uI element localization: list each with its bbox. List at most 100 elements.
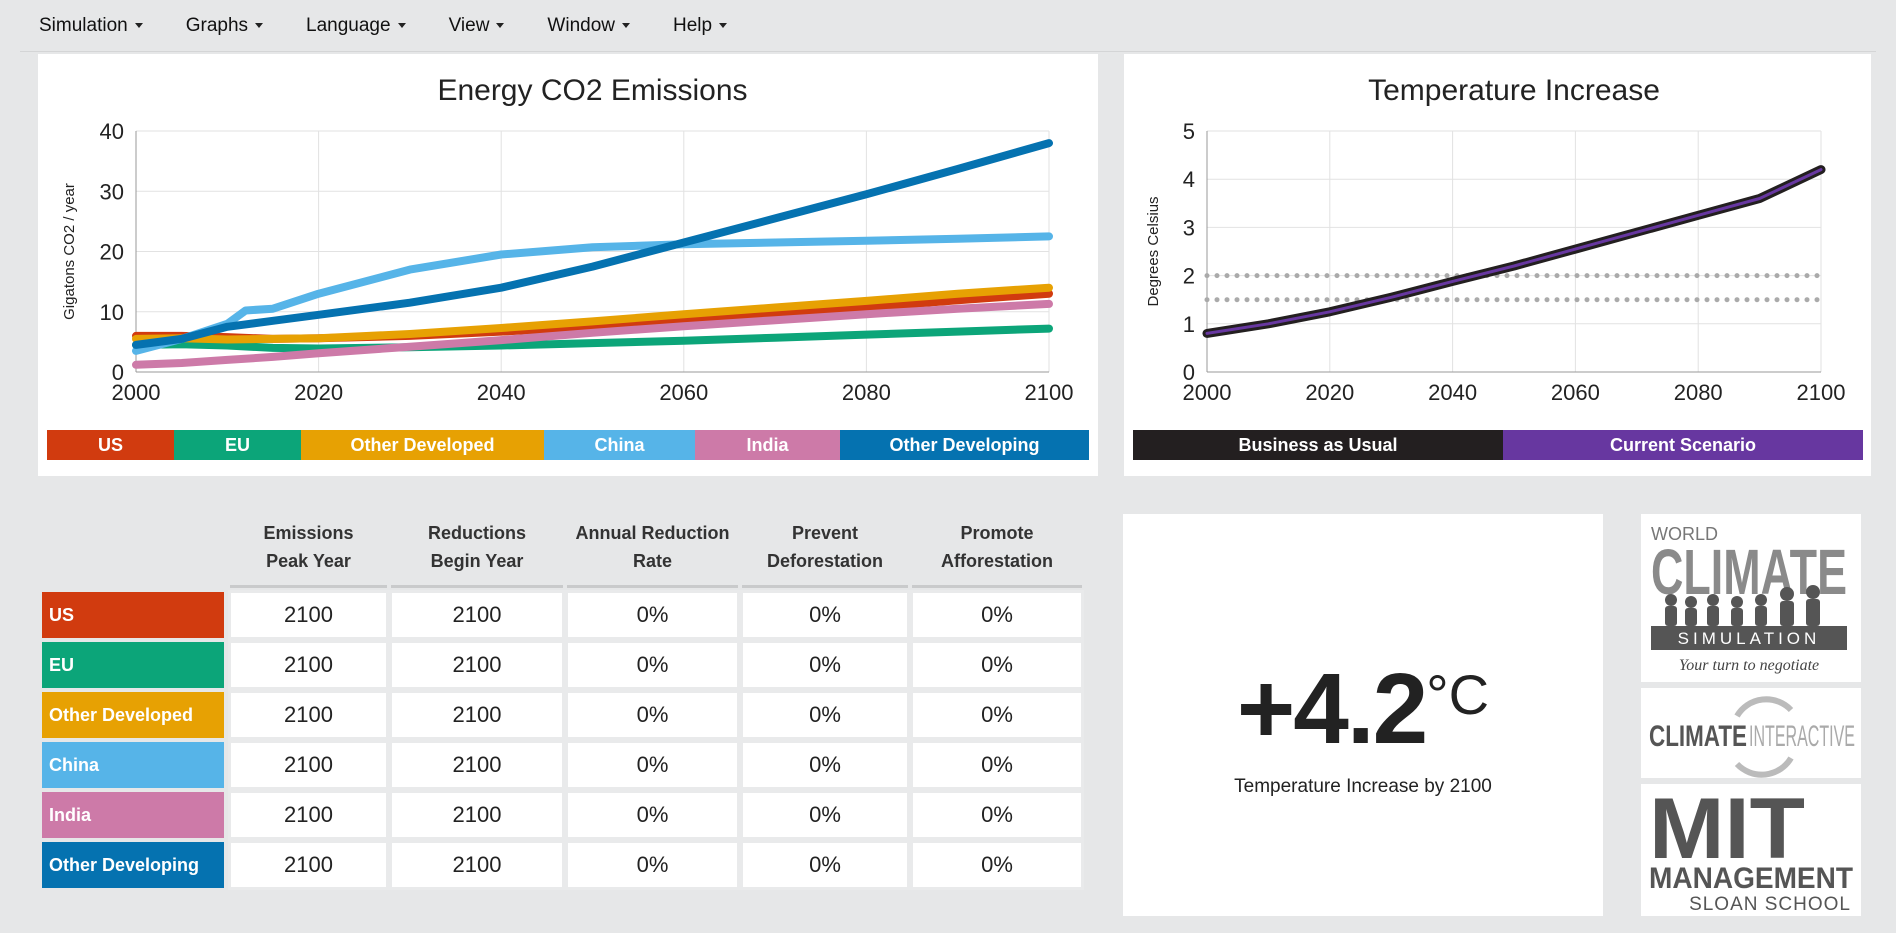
mit-logo-word-3: SLOAN SCHOOL (1689, 894, 1851, 915)
table-cell[interactable]: 0% (740, 840, 910, 890)
legend-business-as-usual[interactable]: Business as Usual (1133, 430, 1503, 460)
table-cell[interactable]: 2100 (389, 590, 565, 640)
table-cell[interactable]: 0% (565, 840, 740, 890)
row-label-us[interactable]: US (42, 592, 224, 638)
caret-down-icon (496, 23, 505, 28)
x-tick-label: 2040 (1428, 380, 1477, 405)
menu-label: Language (306, 14, 391, 36)
world-climate-simulation-logo: WORLD CLIMATE SIMULATION Your turn to ne… (1641, 514, 1861, 682)
table-cell[interactable]: 0% (565, 690, 740, 740)
ci-arrow-top-icon (1734, 696, 1794, 718)
menu-window[interactable]: Window (547, 15, 630, 37)
header-underline (567, 585, 738, 588)
table-cell[interactable]: 0% (740, 640, 910, 690)
table-cell[interactable]: 0% (565, 640, 740, 690)
menu-graphs[interactable]: Graphs (185, 14, 264, 37)
table-cell[interactable]: 2100 (228, 840, 389, 890)
wcs-logo-word-1: WORLD (1651, 524, 1718, 544)
menu-label: Help (673, 14, 713, 36)
column-header-line: Reductions (427, 523, 526, 543)
menu-help[interactable]: Help (673, 14, 728, 37)
y-tick-label: 40 (100, 119, 124, 144)
menu-view[interactable]: View (449, 15, 505, 37)
x-tick-label: 2080 (842, 380, 891, 405)
wcs-banner (1651, 626, 1847, 650)
temperature-result-value: +4.2°C (1123, 652, 1603, 767)
x-tick-label: 2100 (1797, 380, 1846, 405)
caret-down-icon (134, 23, 143, 28)
legend-current-scenario[interactable]: Current Scenario (1503, 430, 1863, 460)
y-tick-label: 30 (100, 179, 124, 204)
table-cell[interactable]: 0% (910, 790, 1084, 840)
wcs-logo-word-3: SIMULATION (1678, 629, 1821, 648)
row-label-india[interactable]: India (42, 792, 224, 838)
y-tick-label: 0 (1183, 360, 1195, 385)
column-header-line: Peak Year (266, 551, 351, 571)
table-cell[interactable]: 0% (910, 590, 1084, 640)
column-header-line: Annual Reduction (575, 523, 730, 543)
menu-label: View (448, 14, 490, 36)
legend-india[interactable]: India (695, 430, 840, 460)
table-cell[interactable]: 0% (910, 840, 1084, 890)
legend-china[interactable]: China (544, 430, 695, 460)
table-cell[interactable]: 2100 (389, 790, 565, 840)
row-label-eu[interactable]: EU (42, 642, 224, 688)
table-cell[interactable]: 0% (910, 740, 1084, 790)
legend-us[interactable]: US (47, 430, 174, 460)
table-cell[interactable]: 0% (740, 590, 910, 640)
column-header-line: Promote (960, 523, 1034, 543)
table-cell[interactable]: 2100 (228, 740, 389, 790)
table-cell[interactable]: 0% (565, 590, 740, 640)
header-underline (391, 585, 563, 588)
emissions-legend: US EU Other Developed China India Other Devel… (47, 430, 1089, 460)
table-cell[interactable]: 0% (565, 790, 740, 840)
legend-other-developed[interactable]: Other Developed (301, 430, 544, 460)
table-cell[interactable]: 2100 (389, 840, 565, 890)
table-cell[interactable]: 2100 (228, 640, 389, 690)
legend-other-developing[interactable]: Other Developing (840, 430, 1089, 460)
y-tick-label: 20 (100, 240, 124, 265)
table-cell[interactable]: 0% (910, 690, 1084, 740)
column-header: Annual Reduction Rate (565, 512, 740, 582)
x-tick-label: 2040 (477, 380, 526, 405)
column-header-line: Begin Year (430, 551, 524, 571)
table-cell[interactable]: 2100 (389, 690, 565, 740)
x-tick-label: 2020 (1305, 380, 1354, 405)
legend-eu[interactable]: EU (174, 430, 301, 460)
result-unit: °C (1426, 663, 1490, 726)
table-cell[interactable]: 0% (740, 690, 910, 740)
table-cell[interactable]: 2100 (228, 690, 389, 740)
menu-simulation[interactable]: Simulation (39, 15, 143, 37)
series-line-eu (132, 324, 1053, 353)
menu-language[interactable]: Language (306, 15, 406, 37)
table-cell[interactable]: 0% (740, 740, 910, 790)
y-tick-label: 5 (1183, 119, 1195, 144)
table-cell[interactable]: 0% (910, 640, 1084, 690)
table-cell[interactable]: 2100 (228, 590, 389, 640)
y-tick-label: 4 (1183, 167, 1195, 192)
menu-label: Graphs (185, 14, 249, 36)
table-cell[interactable]: 0% (740, 790, 910, 840)
table-cell[interactable]: 2100 (389, 740, 565, 790)
x-tick-label: 2020 (294, 380, 343, 405)
row-label-other-developed[interactable]: Other Developed (42, 692, 224, 738)
table-cell[interactable]: 2100 (228, 790, 389, 840)
temperature-result-caption: Temperature Increase by 2100 (1234, 776, 1492, 797)
ci-logo-word-2: INTERACTIVE (1749, 720, 1855, 753)
x-tick-label: 2100 (1025, 380, 1074, 405)
wcs-logo-tagline: Your turn to negotiate (1679, 657, 1819, 674)
x-tick-label: 2080 (1674, 380, 1723, 405)
row-label-china[interactable]: China (42, 742, 224, 788)
series-line-india (132, 299, 1053, 369)
table-cell[interactable]: 2100 (389, 640, 565, 690)
table-cell[interactable]: 0% (565, 740, 740, 790)
row-label-other-developing[interactable]: Other Developing (42, 842, 224, 888)
column-header: Reductions Begin Year (389, 512, 565, 582)
policy-table: Emissions Peak Year Reductions Begin Year An… (38, 512, 1084, 892)
chart-title: Temperature Increase (1368, 74, 1660, 107)
mit-logo-word-2: MANAGEMENT (1649, 862, 1853, 895)
column-header-line: Prevent (791, 523, 859, 543)
column-header-line: Afforestation (941, 551, 1053, 571)
ci-arrow-bottom-icon (1734, 756, 1794, 778)
caret-down-icon (255, 23, 264, 28)
